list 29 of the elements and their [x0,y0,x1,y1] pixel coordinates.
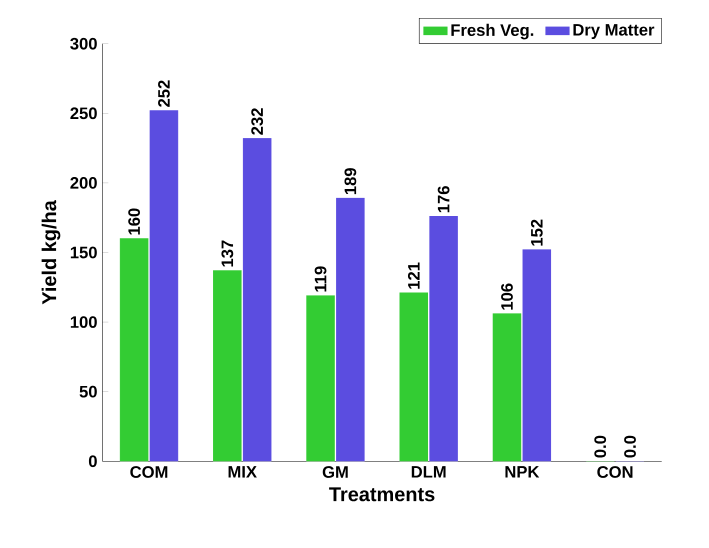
data-label: 137 [221,240,234,267]
y-tick-label: 50 [80,386,97,398]
x-tick-label: CON [597,466,632,478]
y-axis-title: Yield kg/ha [42,200,60,304]
data-label: 189 [344,168,356,194]
data-label: 252 [158,80,170,107]
x-axis-title: Treatments [329,487,434,502]
y-tick-label: 250 [70,107,97,120]
x-tick-label: DLM [412,466,446,478]
y-tick-label: 200 [70,177,97,189]
x-tick-label: COM [130,466,168,478]
data-label: 106 [501,284,513,310]
legend-label: Dry Matter [573,24,654,40]
data-label: 0.0 [594,436,606,458]
x-tick-label: GM [322,466,348,478]
y-tick-label: 150 [70,246,97,258]
data-label: 152 [530,220,543,246]
x-tick-label: NPK [505,466,540,478]
data-label: 121 [408,262,420,289]
data-label: 160 [128,208,140,235]
data-label: 232 [251,108,264,135]
data-label: 119 [314,266,326,292]
legend-label: Fresh Veg. [451,24,534,40]
y-tick-label: 100 [70,316,97,328]
data-label: 0.0 [624,436,636,458]
y-tick-label: 300 [70,38,97,50]
x-tick-label: MIX [228,466,257,478]
data-label: 176 [438,186,450,212]
y-tick-label: 0 [88,455,97,468]
